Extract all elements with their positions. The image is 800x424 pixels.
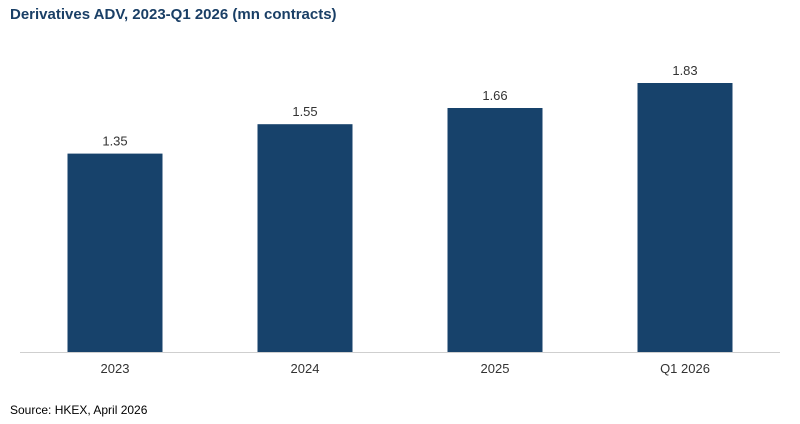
- x-tick-label: 2025: [481, 361, 510, 376]
- bar-2024: [257, 124, 353, 352]
- x-tick-label: Q1 2026: [660, 361, 710, 376]
- source-note: Source: HKEX, April 2026: [10, 403, 148, 417]
- x-tick-label: 2023: [101, 361, 130, 376]
- bar-2023: [67, 153, 163, 352]
- data-label: 1.83: [672, 63, 697, 78]
- bar-2025: [447, 108, 543, 352]
- x-tick-label: 2024: [291, 361, 320, 376]
- x-tick-labels-group: 2023 2024 2025 Q1 2026: [101, 361, 710, 376]
- data-label: 1.35: [102, 134, 127, 149]
- data-label: 1.66: [482, 88, 507, 103]
- data-labels-group: 1.35 1.55 1.66 1.83: [102, 63, 697, 149]
- chart-title: Derivatives ADV, 2023-Q1 2026 (mn contra…: [10, 6, 337, 23]
- bars-group: [67, 83, 733, 352]
- bar-q1-2026: [637, 83, 733, 352]
- data-label: 1.55: [292, 104, 317, 119]
